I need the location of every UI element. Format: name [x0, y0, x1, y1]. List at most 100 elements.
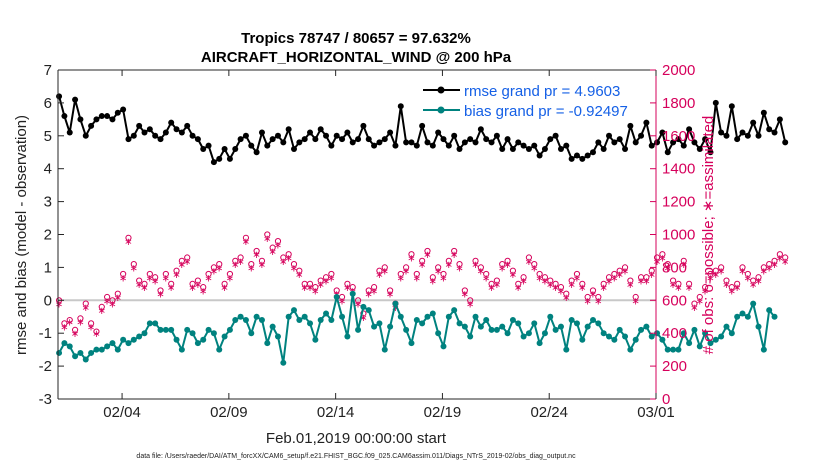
rmse-point	[114, 109, 121, 116]
rmse-point	[616, 136, 623, 143]
rmse-point	[61, 113, 68, 120]
bias-point	[312, 336, 319, 343]
bias-point	[173, 336, 180, 343]
bias-point	[739, 310, 746, 317]
obs-possible-point	[568, 277, 575, 284]
y-axis-label-left: rmse and bias (model - observation)	[13, 115, 30, 355]
obs-possible-point	[403, 264, 410, 271]
bias-point	[557, 323, 564, 330]
obs-possible-point	[184, 254, 191, 261]
obs-possible-point	[312, 284, 319, 291]
rmse-point	[72, 96, 79, 103]
obs-possible-point	[88, 320, 95, 327]
bias-point	[696, 343, 703, 350]
x-tick-label: 02/19	[424, 404, 462, 421]
obs-count-series-group: ∗∗∗∗∗∗∗∗∗∗∗∗∗∗∗∗∗∗∗∗∗∗∗∗∗∗∗∗∗∗∗∗∗∗∗∗∗∗∗∗…	[55, 231, 789, 340]
obs-possible-point	[162, 270, 169, 278]
rmse-point	[525, 145, 532, 152]
rmse-point	[488, 139, 495, 146]
bias-point	[93, 346, 100, 353]
obs-assimilated-point: ∗	[690, 303, 698, 314]
obs-possible-point	[66, 316, 73, 324]
bias-point	[290, 307, 297, 314]
rmse-point	[750, 119, 757, 126]
bias-point	[488, 326, 495, 333]
obs-assimilated-point: ∗	[621, 267, 629, 278]
obs-assimilated-point: ∗	[664, 263, 672, 274]
obs-assimilated-point: ∗	[770, 260, 778, 271]
bias-point	[178, 346, 185, 353]
rmse-point	[248, 142, 255, 149]
rmse-point	[766, 126, 773, 133]
rmse-point	[419, 122, 426, 129]
obs-assimilated-point: ∗	[55, 300, 63, 311]
obs-possible-point	[226, 270, 234, 278]
obs-possible-point	[82, 300, 89, 307]
y-left-tick-label: -1	[39, 325, 52, 342]
rmse-point	[290, 145, 297, 152]
obs-assimilated-point: ∗	[685, 283, 693, 294]
obs-possible-point	[173, 267, 180, 274]
rmse-point	[344, 129, 351, 136]
obs-possible-point	[557, 284, 565, 291]
obs-assimilated-point: ∗	[359, 313, 367, 324]
bias-point	[66, 343, 73, 350]
obs-possible-point	[477, 264, 484, 271]
obs-possible-point	[771, 257, 778, 264]
obs-possible-point	[168, 280, 175, 287]
obs-assimilated-point: ∗	[535, 273, 543, 284]
obs-possible-point	[317, 277, 324, 284]
obs-possible-point	[691, 300, 698, 307]
rmse-point	[696, 145, 703, 152]
rmse-point	[579, 155, 586, 162]
rmse-point	[355, 136, 362, 143]
obs-assimilated-point: ∗	[172, 270, 180, 281]
bias-point	[355, 326, 362, 333]
bias-point	[504, 330, 511, 337]
obs-assimilated-point: ∗	[306, 283, 314, 294]
bias-point	[547, 313, 554, 320]
bias-point	[643, 323, 650, 330]
obs-possible-point	[776, 251, 783, 258]
y-right-tick-label: 2000	[662, 62, 695, 79]
rmse-point	[88, 122, 95, 129]
rmse-point	[82, 132, 89, 139]
rmse-point	[771, 129, 778, 136]
obs-assimilated-point: ∗	[776, 254, 784, 265]
rmse-point	[568, 155, 575, 162]
bias-point	[365, 307, 372, 314]
obs-assimilated-point: ∗	[290, 263, 298, 274]
obs-assimilated-point: ∗	[210, 267, 218, 278]
obs-assimilated-point: ∗	[765, 263, 773, 274]
obs-assimilated-point: ∗	[642, 277, 650, 288]
obs-possible-point	[141, 280, 148, 287]
obs-possible-point	[563, 290, 570, 297]
obs-possible-point	[61, 320, 68, 327]
obs-assimilated-point: ∗	[519, 277, 527, 288]
obs-possible-point	[664, 261, 671, 268]
rmse-point	[440, 136, 447, 143]
rmse-point	[723, 132, 730, 139]
bias-point	[435, 330, 442, 337]
bias-point	[456, 320, 463, 327]
obs-possible-point	[210, 264, 218, 271]
obs-possible-point	[621, 264, 629, 271]
rmse-point	[445, 142, 452, 149]
rmse-point	[531, 142, 538, 149]
bias-point	[648, 333, 655, 340]
obs-assimilated-point: ∗	[781, 257, 789, 268]
obs-possible-point	[573, 270, 581, 278]
obs-possible-point	[525, 254, 533, 261]
obs-possible-point	[157, 287, 164, 294]
y-left-tick-label: 6	[44, 95, 52, 112]
bias-point	[258, 317, 265, 324]
rmse-point	[499, 145, 506, 152]
obs-possible-point	[285, 251, 292, 258]
rmse-point	[424, 139, 431, 146]
bias-point	[686, 340, 693, 347]
obs-possible-point	[718, 264, 725, 271]
rmse-point	[301, 136, 308, 143]
obs-possible-point	[264, 231, 271, 238]
rmse-point	[691, 139, 698, 146]
